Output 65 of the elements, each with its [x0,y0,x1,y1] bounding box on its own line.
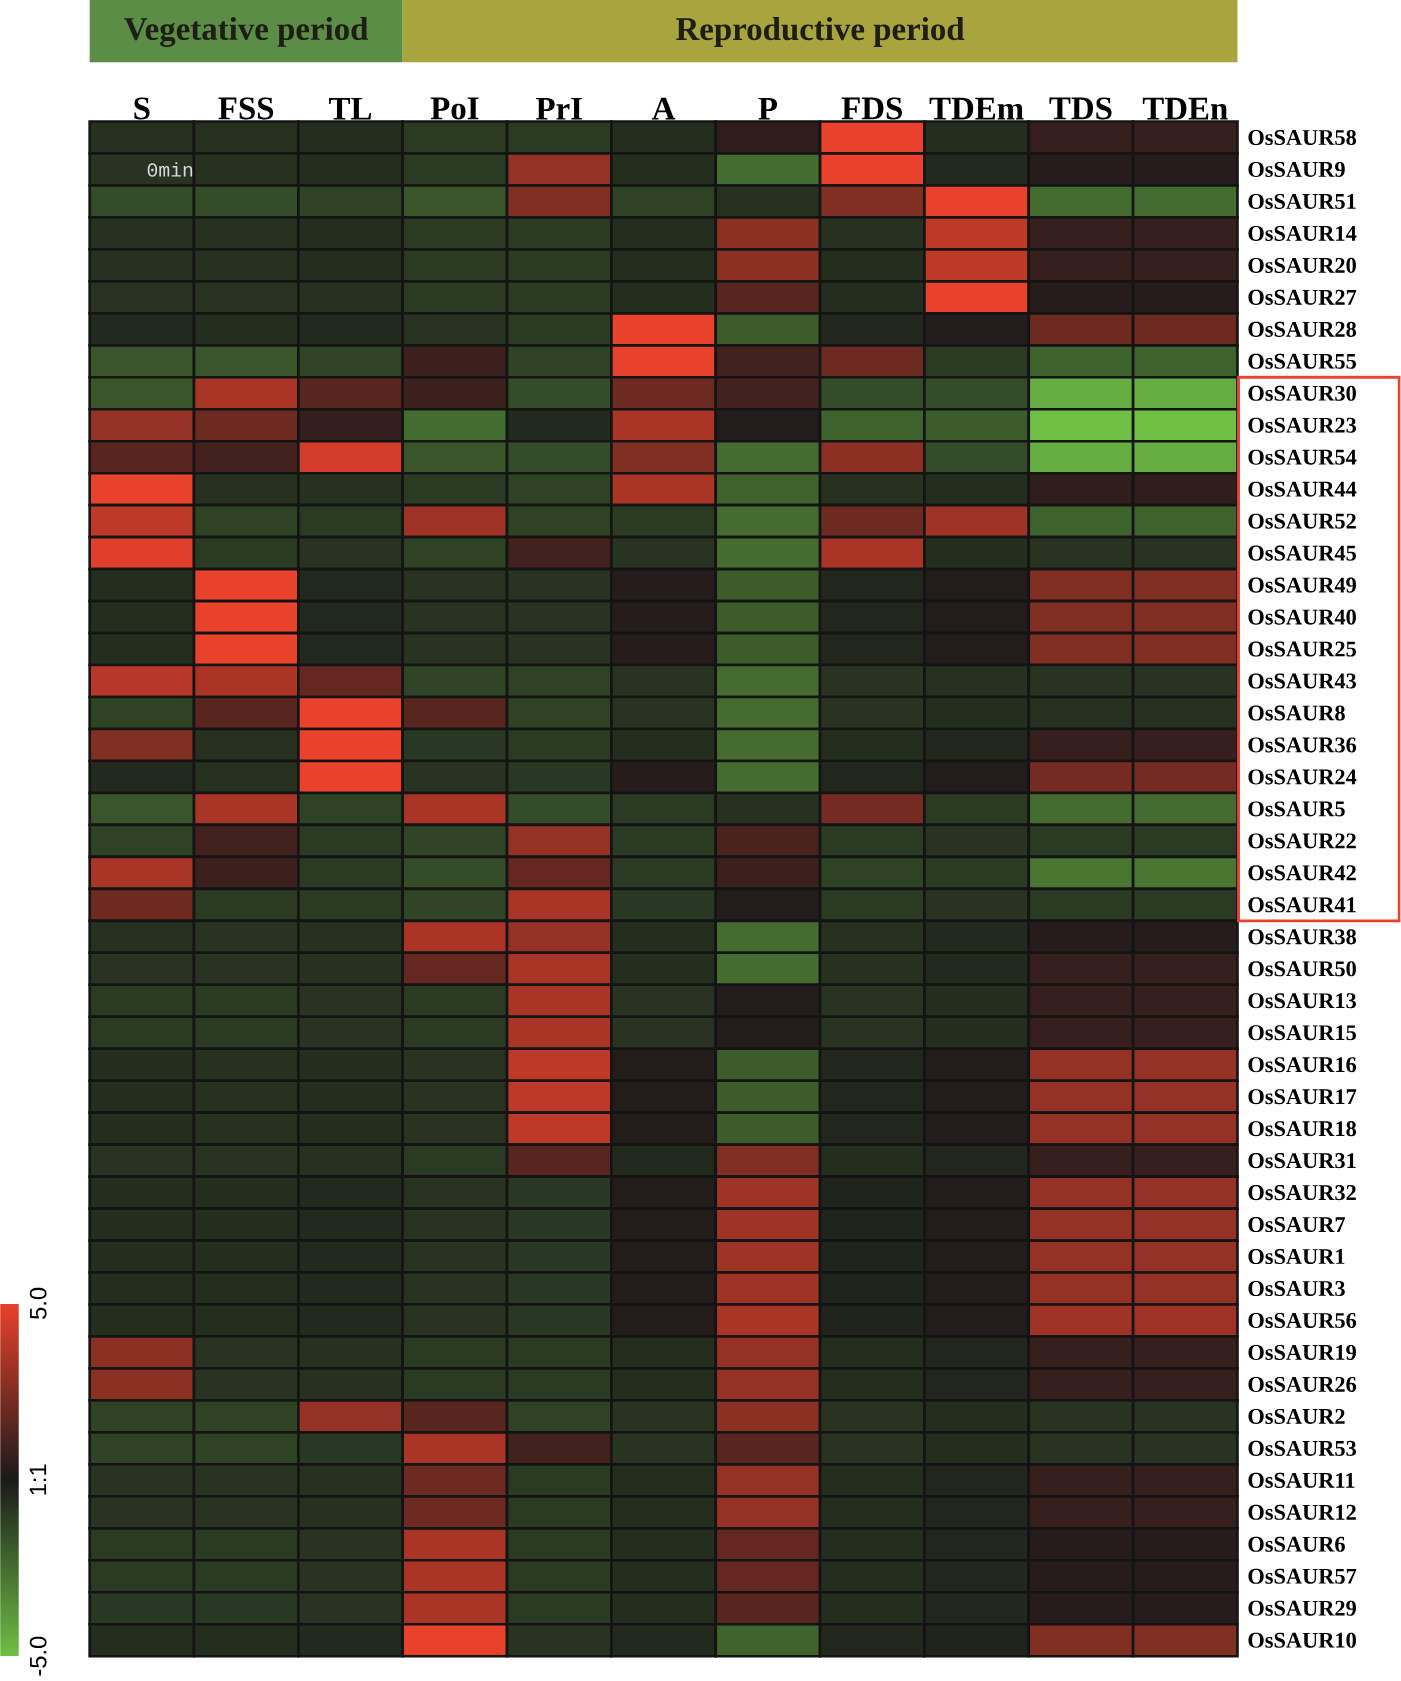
x-tick-label: TDEn [1143,97,1228,120]
y-tick-label: OsSAUR20 [1248,257,1357,273]
y-tick-label: OsSAUR19 [1248,1344,1357,1360]
y-tick-label: OsSAUR45 [1248,545,1357,561]
y-tick-label: OsSAUR49 [1248,577,1357,593]
y-tick-label: OsSAUR29 [1248,1600,1357,1616]
y-tick-label: OsSAUR24 [1248,769,1357,785]
x-tick-label: S [134,97,150,120]
y-tick-label: OsSAUR40 [1248,609,1357,625]
x-tick-label: FDS [841,97,903,120]
y-tick-label: OsSAUR26 [1248,1376,1357,1392]
y-tick-label: OsSAUR51 [1248,193,1356,209]
y-tick-label: OsSAUR16 [1248,1057,1357,1073]
y-tick-label: OsSAUR57 [1248,1568,1357,1584]
x-tick-label: TL [329,97,372,120]
y-tick-label: OsSAUR11 [1248,1472,1355,1488]
y-tick-label: OsSAUR44 [1248,481,1357,497]
y-tick-label: OsSAUR12 [1248,1504,1356,1520]
color-bar-label: 5.0 [29,1287,47,1319]
y-tick-label: OsSAUR53 [1248,1440,1357,1456]
y-tick-label: OsSAUR15 [1248,1025,1357,1041]
text: Vegetative period [124,16,369,48]
y-tick-label: OsSAUR28 [1248,321,1357,337]
y-tick-label: OsSAUR25 [1248,641,1357,657]
y-tick-label: OsSAUR13 [1248,993,1357,1009]
y-tick-label: OsSAUR18 [1248,1121,1357,1137]
color-bar-label: -5.0 [29,1636,47,1676]
y-tick-label: OsSAUR41 [1248,897,1356,913]
x-tick-label: TDS [1049,97,1112,120]
y-tick-label: OsSAUR58 [1248,129,1357,146]
y-tick-label: OsSAUR50 [1248,961,1357,977]
y-tick-label: OsSAUR54 [1248,449,1357,465]
y-tick-label: OsSAUR36 [1248,737,1357,753]
x-tick-label: TDEm [929,97,1024,120]
x-tick-label: FSS [218,97,274,120]
y-tick-label: OsSAUR55 [1248,353,1357,369]
y-tick-label: OsSAUR10 [1248,1632,1357,1648]
y-tick-label: OsSAUR17 [1248,1089,1357,1105]
y-tick-label: OsSAUR14 [1248,225,1357,241]
y-tick-label: OsSAUR2 [1248,1408,1345,1424]
y-tick-label: OsSAUR22 [1248,833,1356,849]
y-tick-label: OsSAUR3 [1248,1281,1346,1297]
x-tick-label: A [652,97,676,120]
y-tick-label: OsSAUR7 [1248,1217,1346,1233]
y-tick-label: OsSAUR38 [1248,929,1357,945]
x-tick-label: PrI [536,97,583,120]
color-bar-label: 1:1 [29,1464,47,1495]
y-tick-label: OsSAUR42 [1248,865,1356,881]
annotation: 0min [147,162,193,177]
y-tick-label: OsSAUR8 [1248,705,1346,721]
y-tick-label: OsSAUR32 [1248,1185,1356,1201]
y-tick-label: OsSAUR5 [1248,801,1345,817]
y-tick-label: OsSAUR1 [1248,1249,1345,1265]
y-tick-label: OsSAUR23 [1248,417,1357,433]
y-tick-label: OsSAUR43 [1248,673,1357,689]
y-tick-label: OsSAUR27 [1248,289,1357,305]
y-tick-label: OsSAUR56 [1248,1312,1357,1329]
x-tick-label: PoI [430,97,479,120]
y-tick-label: OsSAUR9 [1248,161,1345,177]
y-tick-label: OsSAUR30 [1248,385,1357,401]
text: Reproductive period [676,17,965,47]
y-tick-label: OsSAUR31 [1248,1153,1356,1169]
x-tick-label: P [758,97,778,120]
y-tick-label: OsSAUR6 [1248,1536,1346,1552]
y-tick-label: OsSAUR52 [1248,513,1356,529]
